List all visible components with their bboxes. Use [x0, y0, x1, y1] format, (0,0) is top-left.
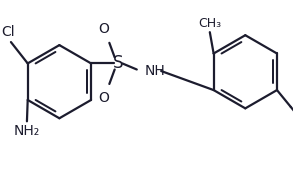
Text: O: O	[98, 22, 109, 36]
Text: O: O	[98, 91, 109, 105]
Text: NH: NH	[144, 64, 165, 78]
Text: S: S	[113, 54, 123, 72]
Text: NH₂: NH₂	[14, 124, 40, 138]
Text: CH₃: CH₃	[198, 17, 221, 30]
Text: Cl: Cl	[1, 25, 15, 39]
